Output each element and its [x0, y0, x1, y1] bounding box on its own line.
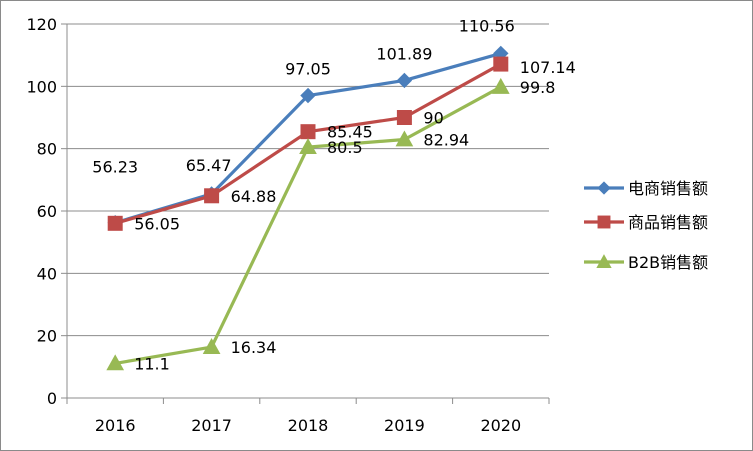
x-tick-label: 2020 — [480, 416, 521, 435]
legend-marker — [596, 254, 612, 268]
axes: 0 20 40 60 80 100 120 2016 2017 2018 2019 2020 — [26, 15, 550, 435]
data-point-marker — [106, 354, 125, 371]
data-labels: 56.23 65.47 97.05 101.89 110.56 56.05 64.88 85.… — [92, 16, 575, 373]
data-label: 56.23 — [92, 158, 138, 177]
y-tick-label: 60 — [37, 202, 57, 221]
data-label: 107.14 — [520, 58, 576, 77]
data-label: 99.8 — [520, 78, 556, 97]
data-label: 80.5 — [327, 138, 363, 157]
data-label: 97.05 — [285, 60, 331, 79]
y-tick-label: 120 — [26, 15, 57, 34]
y-tick-label: 80 — [37, 140, 57, 159]
x-tick-label: 2016 — [95, 416, 136, 435]
y-tick-label: 40 — [37, 264, 57, 283]
data-label: 65.47 — [186, 156, 232, 175]
legend-entry-label: 电商销售额 — [628, 179, 708, 198]
data-label: 64.88 — [231, 187, 277, 206]
x-tick-label: 2018 — [288, 416, 329, 435]
y-tick-label: 0 — [47, 389, 57, 408]
x-tick-label: 2017 — [191, 416, 232, 435]
data-label: 90 — [423, 109, 443, 128]
x-tick-label: 2019 — [384, 416, 425, 435]
data-point-marker — [300, 87, 316, 104]
data-point-marker — [202, 338, 221, 354]
legend-marker — [597, 215, 611, 229]
y-tick-label: 20 — [37, 327, 57, 346]
legend-entry-label: B2B销售额 — [628, 253, 708, 272]
data-point-marker — [299, 138, 317, 155]
data-point-marker — [300, 124, 316, 140]
data-label: 101.89 — [376, 44, 432, 63]
gridlines — [67, 23, 549, 337]
data-point-marker — [396, 110, 412, 125]
data-point-marker — [204, 188, 220, 204]
data-point-marker — [107, 215, 123, 231]
data-point-marker — [396, 72, 413, 89]
data-label: 82.94 — [423, 131, 469, 150]
data-label: 16.34 — [231, 338, 277, 357]
data-point-marker — [395, 130, 414, 147]
data-label: 85.45 — [327, 123, 373, 142]
y-tick-label: 100 — [26, 77, 57, 96]
data-point-marker — [493, 56, 509, 72]
series-markers — [106, 45, 510, 371]
data-label: 110.56 — [459, 16, 515, 35]
legend-marker — [597, 181, 611, 195]
data-label: 56.05 — [134, 214, 180, 233]
data-label: 11.1 — [134, 354, 170, 373]
legend-entry-label: 商品销售额 — [628, 213, 708, 232]
data-point-marker — [491, 77, 510, 94]
